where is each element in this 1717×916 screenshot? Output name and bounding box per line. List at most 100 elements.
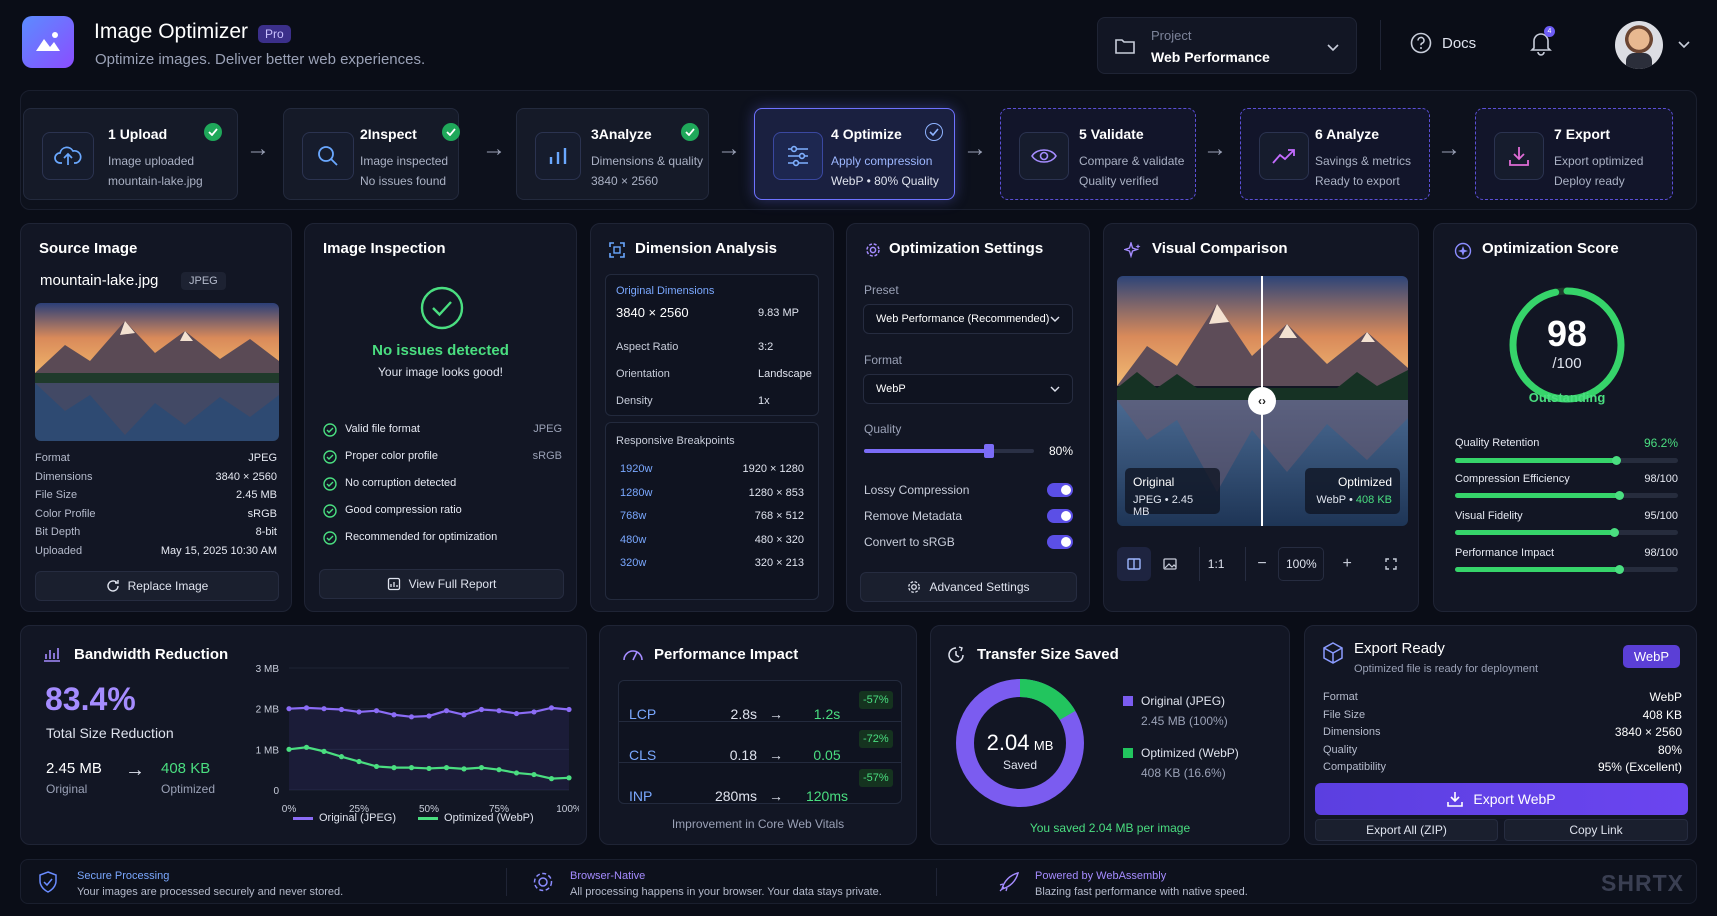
source-image-preview[interactable]: [35, 303, 279, 441]
breakpoint-size: 768 × 512: [754, 510, 804, 522]
web-vitals-table: LCP CLS INP 2.8s 0.18 280ms → → → 1.2s 0.05 120m…: [618, 680, 902, 804]
megapixels: 9.83 MP: [758, 307, 799, 319]
step-analyze-dimensions[interactable]: 3Analyze Dimensions & quality 3840 × 2560: [516, 108, 709, 200]
export-webp-button[interactable]: Export WebP: [1315, 783, 1688, 815]
series-point: [566, 775, 572, 781]
user-menu-chevron-icon[interactable]: [1678, 41, 1690, 49]
clock-arrow-icon: [948, 646, 964, 663]
feature-footer: Secure Processing Your images are proces…: [20, 859, 1697, 904]
comparison-handle-icon[interactable]: ‹›: [1248, 387, 1276, 415]
step-title: Export: [1565, 126, 1611, 142]
check-icon: [204, 123, 222, 141]
step-title: Analyze: [1326, 126, 1380, 142]
preset-select[interactable]: Web Performance (Recommended): [863, 304, 1073, 334]
export-zip-button[interactable]: Export All (ZIP): [1315, 819, 1498, 841]
fullscreen-icon: [1385, 558, 1397, 570]
series-point: [391, 712, 397, 718]
comparison-toolbar: 1:1 − 100% +: [1117, 546, 1408, 582]
format-select[interactable]: WebP: [863, 374, 1073, 404]
breakpoint-size: 1920 × 1280: [742, 463, 804, 475]
metadata-toggle[interactable]: [1047, 509, 1073, 523]
step-number: 7: [1554, 126, 1562, 142]
series-point: [548, 705, 555, 711]
series-point: [338, 754, 345, 760]
quality-value: 80%: [1048, 444, 1073, 458]
performance-impact-panel: Performance Impact LCP CLS INP 2.8s 0.18 280…: [599, 625, 917, 845]
fullscreen-button[interactable]: [1374, 547, 1408, 581]
saved-unit: MB: [1033, 738, 1054, 753]
step-line2: 3840 × 2560: [591, 174, 659, 188]
optimized-size-label: Optimized: [161, 782, 216, 796]
step-upload[interactable]: 1 Upload Image uploaded mountain-lake.jpg: [23, 108, 238, 200]
step-export[interactable]: 7 Export Export optimized Deploy ready: [1475, 108, 1673, 200]
comparison-viewer[interactable]: ‹› Original JPEG • 2.45 MB Optimized Web…: [1117, 276, 1408, 526]
breakpoint-width: 768w: [620, 510, 647, 522]
chart-legend: Original (JPEG) Optimized (WebP): [293, 812, 534, 824]
quality-slider-handle[interactable]: [984, 444, 995, 458]
footer-title: Browser-Native: [570, 870, 646, 882]
step-title: Analyze: [598, 126, 652, 142]
check-circle-icon: [323, 449, 337, 464]
breakpoint-size: 480 × 320: [754, 533, 804, 546]
lossy-toggle[interactable]: [1047, 483, 1073, 497]
view-full-report-button[interactable]: View Full Report: [319, 569, 564, 599]
legend-optimized: Optimized (WebP) 408 KB (16.6%): [1123, 743, 1239, 783]
quality-label: Quality: [864, 422, 902, 436]
chevron-down-icon: [1050, 386, 1060, 392]
series-point: [321, 706, 327, 712]
app-logo: [22, 16, 74, 68]
series-point: [531, 709, 537, 715]
series-point: [408, 765, 415, 771]
quality-slider[interactable]: [864, 444, 1034, 458]
arrow-right-icon: → → →: [769, 706, 783, 804]
optimized-size: 408 KB: [161, 760, 211, 777]
image-view-button[interactable]: [1153, 547, 1187, 581]
step-title: Optimize: [842, 126, 902, 142]
panel-title: Optimization Score: [1482, 240, 1619, 257]
workflow-stepper: 1 Upload Image uploaded mountain-lake.jpg…: [20, 90, 1697, 210]
step-validate[interactable]: 5 Validate Compare & validate Quality ver…: [1000, 108, 1196, 200]
step-analyze-savings[interactable]: 6 Analyze Savings & metrics Ready to expo…: [1240, 108, 1430, 200]
breakpoint-width: 320w: [620, 557, 647, 569]
row-label: Aspect Ratio: [616, 341, 679, 353]
split-view-button[interactable]: [1117, 547, 1151, 581]
zoom-out-button[interactable]: −: [1244, 547, 1279, 581]
row-value: 3:2: [758, 341, 774, 353]
breakpoint-widths: 1920w 1280w 768w 480w 320w: [620, 458, 652, 576]
step-line1: Image uploaded: [108, 154, 195, 168]
step-optimize[interactable]: 4 Optimize Apply compression WebP • 80% Q…: [754, 108, 955, 200]
project-name: Web Performance: [1151, 49, 1270, 65]
footer-desc: Your images are processed securely and n…: [77, 886, 344, 898]
srgb-toggle[interactable]: [1047, 535, 1073, 549]
user-avatar[interactable]: [1615, 21, 1663, 69]
original-size: 2.45 MB: [46, 760, 102, 777]
advanced-label: Advanced Settings: [929, 580, 1030, 594]
project-selector[interactable]: Project Web Performance: [1097, 17, 1357, 74]
toggle-list: Lossy Compression Remove Metadata Conver…: [864, 477, 1073, 555]
dimension-values: 3:2 Landscape 1x: [758, 334, 812, 415]
zoom-in-button[interactable]: +: [1342, 555, 1352, 572]
saved-label: Saved: [1002, 758, 1038, 772]
arrow-right-icon: →: [1437, 135, 1461, 162]
docs-link[interactable]: Docs: [1410, 32, 1476, 54]
app-subtitle: Optimize images. Deliver better web expe…: [95, 51, 426, 68]
zoom-ratio-button[interactable]: 1:1: [1198, 547, 1233, 581]
prop-row: File Size 408 KB: [1323, 707, 1682, 722]
notifications-button[interactable]: 4: [1529, 26, 1555, 56]
step-line2: No issues found: [360, 174, 447, 188]
step-line2: Quality verified: [1079, 174, 1159, 188]
step-inspect[interactable]: 2Inspect Image inspected No issues found: [283, 108, 460, 200]
prop-row: Dimensions 3840 × 2560: [35, 470, 277, 483]
series-point: [496, 767, 502, 773]
transfer-size-panel: Transfer Size Saved 2.04 MB Saved Origin…: [930, 625, 1290, 845]
original-dimensions-value: 3840 × 2560: [616, 305, 689, 320]
series-point: [426, 713, 432, 719]
y-tick-label: 2 MB: [256, 705, 280, 716]
copy-link-button[interactable]: Copy Link: [1504, 819, 1688, 841]
reduction-percent: 83.4%: [45, 681, 136, 717]
footer-desc: Blazing fast performance with native spe…: [1035, 886, 1248, 898]
replace-image-button[interactable]: Replace Image: [35, 571, 279, 601]
score-shield-icon: [1454, 242, 1472, 260]
advanced-settings-button[interactable]: Advanced Settings: [860, 572, 1077, 602]
image-icon: [1163, 558, 1177, 570]
